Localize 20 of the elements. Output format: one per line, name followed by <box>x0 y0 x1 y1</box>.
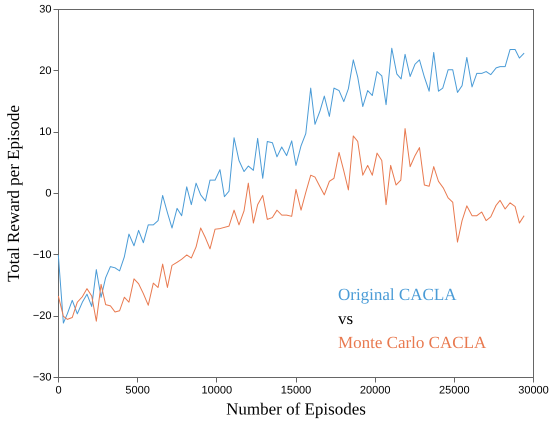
text: Monte Carlo CACLA <box>338 333 487 352</box>
y-tick-label: 10 <box>39 126 52 138</box>
x-tick-label: 0 <box>55 384 62 396</box>
x-tick-label: 30000 <box>518 384 549 396</box>
x-tick-label: 20000 <box>360 384 390 396</box>
y-tick-label: 0 <box>45 188 52 200</box>
x-tick-label: 15000 <box>280 384 312 396</box>
y-tick-label: −30 <box>32 372 52 384</box>
text: Original CACLA <box>338 285 458 304</box>
annotation: vs <box>338 309 354 328</box>
y-tick-label: −20 <box>32 310 52 322</box>
y-tick-label: 20 <box>39 64 52 77</box>
x-axis-title: Number of Episodes <box>226 400 366 418</box>
y-tick-label: 30 <box>39 4 52 16</box>
x-tick-label: 10000 <box>202 384 232 396</box>
y-tick-label: −10 <box>32 248 52 261</box>
y-axis-title: Total Reward per Episode <box>4 105 23 282</box>
x-tick-label: 5000 <box>125 384 150 396</box>
line-series <box>58 48 525 324</box>
x-tick-label: 25000 <box>439 384 470 396</box>
